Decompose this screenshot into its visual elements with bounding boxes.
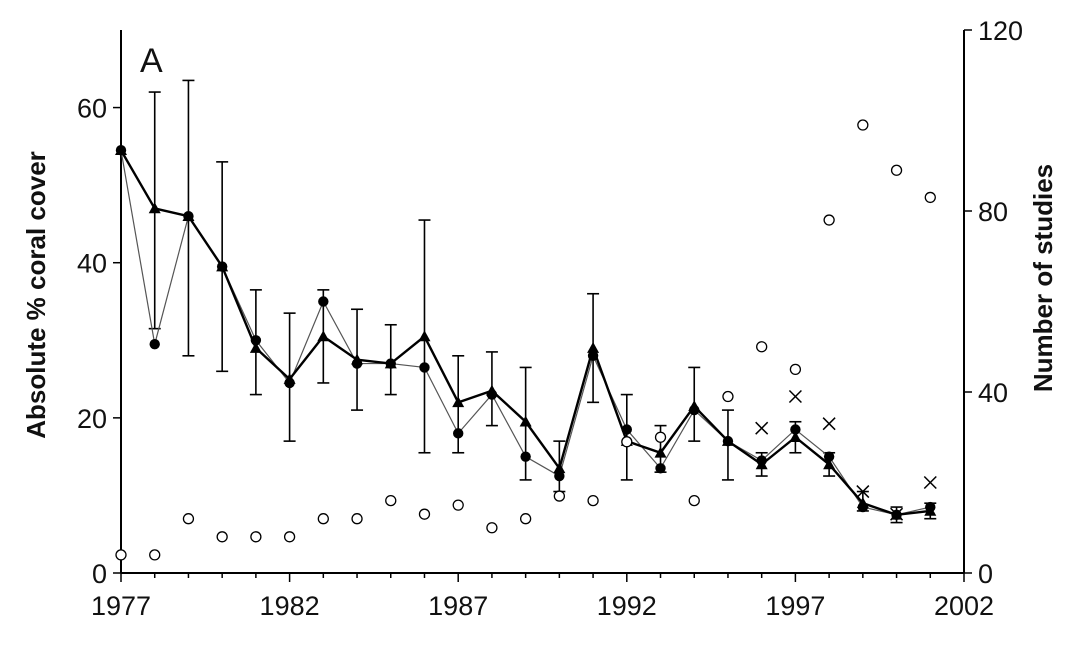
triangle-marker: [452, 396, 465, 408]
x-marker-stroke: [788, 389, 802, 404]
filled-circle-marker: [419, 362, 430, 373]
open-circle-marker: [823, 214, 835, 226]
open-circle-marker: [149, 549, 161, 561]
x-marker: [890, 507, 904, 521]
y-right-tick-label: 0: [978, 559, 993, 589]
open-circle-marker: [418, 508, 431, 520]
open-circle-marker: [688, 494, 700, 507]
open-circle-marker: [216, 531, 228, 543]
filled-circle-marker: [925, 501, 936, 513]
x-marker: [788, 389, 802, 404]
open-circle-marker: [115, 549, 127, 561]
x-marker-stroke: [822, 417, 836, 431]
open-circle-marker: [621, 436, 633, 448]
filled-circle-marker: [756, 455, 767, 466]
filled-circle-marker: [183, 210, 194, 222]
triangle-marker: [249, 342, 262, 353]
open-circle-marker: [317, 513, 329, 525]
y-left-tick-label: 0: [92, 559, 107, 589]
y-axis-left-title: Absolute % coral cover: [21, 151, 51, 439]
x-marker: [755, 421, 769, 435]
triangle-marker: [553, 462, 566, 474]
triangle-marker: [587, 342, 600, 353]
x-marker: [822, 417, 836, 431]
triangle-marker: [519, 415, 532, 427]
filled-circle-marker: [587, 350, 599, 361]
x-tick-label: 1977: [91, 591, 151, 621]
filled-circle-marker: [115, 145, 127, 156]
x-marker: [856, 485, 870, 499]
triangle-marker: [823, 458, 836, 470]
open-circle-marker: [452, 499, 464, 511]
x-tick-label: 2002: [934, 591, 994, 621]
triangle-marker: [418, 330, 431, 342]
open-circle-marker: [250, 531, 262, 543]
x-marker-stroke: [923, 475, 937, 490]
open-circle-marker: [351, 513, 363, 525]
triangle-marker: [789, 431, 802, 443]
open-circle-marker: [519, 513, 532, 525]
filled-circle-marker: [318, 296, 329, 307]
filled-circle-marker: [823, 451, 835, 462]
x-tick-label: 1982: [260, 591, 320, 621]
open-circle-marker: [789, 363, 802, 376]
x-marker-stroke: [890, 507, 904, 521]
filled-circle-marker: [554, 470, 565, 482]
open-circle-marker: [654, 431, 667, 443]
triangle-marker: [654, 446, 667, 458]
y-left-tick-label: 40: [77, 249, 107, 279]
y-right-tick-label: 80: [978, 197, 1008, 227]
open-circle-marker: [283, 531, 296, 543]
triangle-marker: [317, 330, 330, 342]
filled-circle-marker: [790, 424, 801, 435]
open-circle-marker: [756, 341, 768, 353]
open-circle-marker: [722, 390, 734, 403]
panel-label: A: [140, 42, 163, 80]
filled-circle-marker: [216, 261, 228, 272]
filled-circle-marker: [453, 428, 464, 439]
filled-circle-marker: [351, 358, 363, 369]
filled-circle-marker: [621, 424, 632, 435]
y-left-tick-label: 60: [77, 94, 107, 124]
filled-circle-marker: [520, 451, 531, 462]
series-layer: [115, 79, 937, 561]
open-circle-marker: [182, 513, 195, 525]
filled-circle-marker: [250, 335, 262, 346]
open-circle-marker: [553, 490, 566, 502]
open-circle-marker: [587, 494, 599, 507]
filled-circle-marker: [655, 463, 666, 474]
filled-circle-marker: [385, 358, 396, 369]
triangle-marker: [148, 202, 161, 214]
x-tick-label: 1997: [765, 591, 825, 621]
open-circle-marker: [385, 494, 397, 507]
x-marker-stroke: [856, 485, 870, 499]
open-circle-marker: [857, 119, 869, 131]
open-circle-marker: [924, 191, 936, 204]
y-axis-right-title: Number of studies: [1028, 164, 1058, 392]
x-marker-stroke: [755, 421, 769, 435]
x-marker: [923, 475, 937, 490]
open-circle-marker: [486, 522, 498, 534]
y-right-tick-label: 120: [978, 16, 1023, 46]
y-right-tick-label: 40: [978, 378, 1008, 408]
filled-circle-marker: [149, 338, 160, 350]
x-tick-label: 1987: [428, 591, 488, 621]
filled-circle-marker: [857, 501, 869, 513]
x-tick-label: 1992: [597, 591, 657, 621]
filled-circle-marker: [284, 377, 295, 389]
y-left-tick-label: 20: [77, 404, 107, 434]
open-circle-marker: [890, 164, 903, 176]
filled-circle-marker: [689, 404, 700, 416]
filled-circle-marker: [722, 435, 734, 447]
filled-circle-marker: [486, 389, 498, 400]
